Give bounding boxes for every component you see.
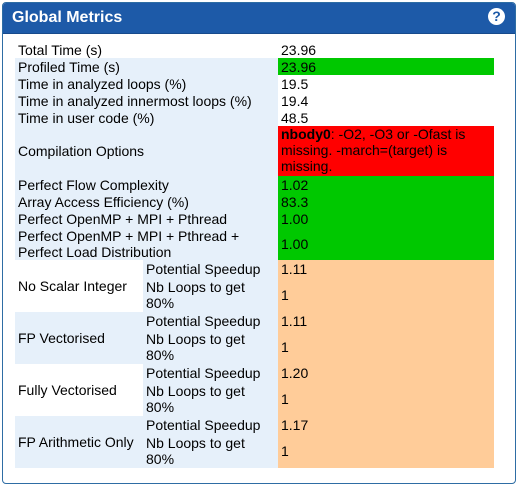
loops-value: 1	[278, 277, 494, 312]
group-label: Fully Vectorised	[15, 364, 143, 416]
metric-label: Time in analyzed loops (%)	[15, 75, 278, 92]
metric-label: Time in user code (%)	[15, 109, 278, 126]
table-row: Profiled Time (s) 23.96	[15, 58, 494, 75]
table-row: Time in user code (%) 48.5	[15, 109, 494, 126]
panel-header: Global Metrics ?	[3, 3, 515, 34]
metric-value: 83.3	[278, 193, 494, 210]
metric-value: 1.02	[278, 176, 494, 193]
panel-title: Global Metrics	[12, 9, 123, 26]
metric-label: Time in analyzed innermost loops (%)	[15, 92, 278, 109]
metric-label: Perfect Flow Complexity	[15, 176, 278, 193]
metric-value: 48.5	[278, 109, 494, 126]
speedup-value: 1.17	[278, 416, 494, 433]
metric-label: Perfect OpenMP + MPI + Pthread + Perfect…	[15, 227, 278, 260]
table-row: FP Arithmetic Only Potential Speedup 1.1…	[15, 416, 494, 468]
compilation-message: : -O2, -O3 or -Ofast is missing. -march=…	[281, 126, 466, 174]
metric-value: 19.5	[278, 75, 494, 92]
loops-value: 1	[278, 433, 494, 468]
table-row: No Scalar Integer Potential Speedup 1.11	[15, 260, 494, 312]
table-row: Perfect OpenMP + MPI + Pthread 1.00	[15, 210, 494, 227]
group-label: FP Arithmetic Only	[15, 416, 143, 468]
metric-label: Array Access Efficiency (%)	[15, 193, 278, 210]
metric-value: 19.4	[278, 92, 494, 109]
loops-value: 1	[278, 381, 494, 416]
metric-value: 23.96	[278, 41, 494, 58]
speedup-value: 1.11	[278, 260, 494, 277]
speedup-label: Potential Speedup	[143, 260, 278, 277]
loops-label: Nb Loops to get 80%	[143, 329, 278, 364]
metric-label: Perfect OpenMP + MPI + Pthread	[15, 210, 278, 227]
table-row: Perfect OpenMP + MPI + Pthread + Perfect…	[15, 227, 494, 260]
help-icon[interactable]: ?	[488, 8, 505, 25]
table-row: FP Vectorised Potential Speedup 1.11	[15, 312, 494, 364]
metric-label: Total Time (s)	[15, 41, 278, 58]
speedup-label: Potential Speedup	[143, 312, 278, 329]
metric-value: 23.96	[278, 58, 494, 75]
metric-label: Compilation Options	[15, 126, 278, 176]
table-row: Compilation Options nbody0: -O2, -O3 or …	[15, 126, 494, 176]
speedup-label: Potential Speedup	[143, 416, 278, 433]
group-label: No Scalar Integer	[15, 260, 143, 312]
table-row: Total Time (s) 23.96	[15, 41, 494, 58]
table-row: Time in analyzed innermost loops (%) 19.…	[15, 92, 494, 109]
table-row: Fully Vectorised Potential Speedup 1.20	[15, 364, 494, 416]
table-row: Array Access Efficiency (%) 83.3	[15, 193, 494, 210]
table-row: Nb Loops to get 80% 1	[15, 329, 494, 364]
table-row: Perfect Flow Complexity 1.02	[15, 176, 494, 193]
compilation-value: nbody0: -O2, -O3 or -Ofast is missing. -…	[278, 126, 494, 176]
loops-label: Nb Loops to get 80%	[143, 381, 278, 416]
global-metrics-panel: Global Metrics ? Total Time (s) 23.96 Pr…	[2, 2, 516, 484]
table-row: Time in analyzed loops (%) 19.5	[15, 75, 494, 92]
table-row: Nb Loops to get 80% 1	[15, 277, 494, 312]
loops-value: 1	[278, 329, 494, 364]
table-row: Nb Loops to get 80% 1	[15, 433, 494, 468]
metric-value: 1.00	[278, 227, 494, 260]
speedup-label: Potential Speedup	[143, 364, 278, 381]
speedup-value: 1.20	[278, 364, 494, 381]
speedup-value: 1.11	[278, 312, 494, 329]
metric-label: Profiled Time (s)	[15, 58, 278, 75]
loops-label: Nb Loops to get 80%	[143, 277, 278, 312]
metrics-table: Total Time (s) 23.96 Profiled Time (s) 2…	[15, 41, 494, 468]
metric-value: 1.00	[278, 210, 494, 227]
group-label: FP Vectorised	[15, 312, 143, 364]
table-row: Nb Loops to get 80% 1	[15, 381, 494, 416]
loops-label: Nb Loops to get 80%	[143, 433, 278, 468]
compilation-binary: nbody0	[281, 126, 331, 142]
